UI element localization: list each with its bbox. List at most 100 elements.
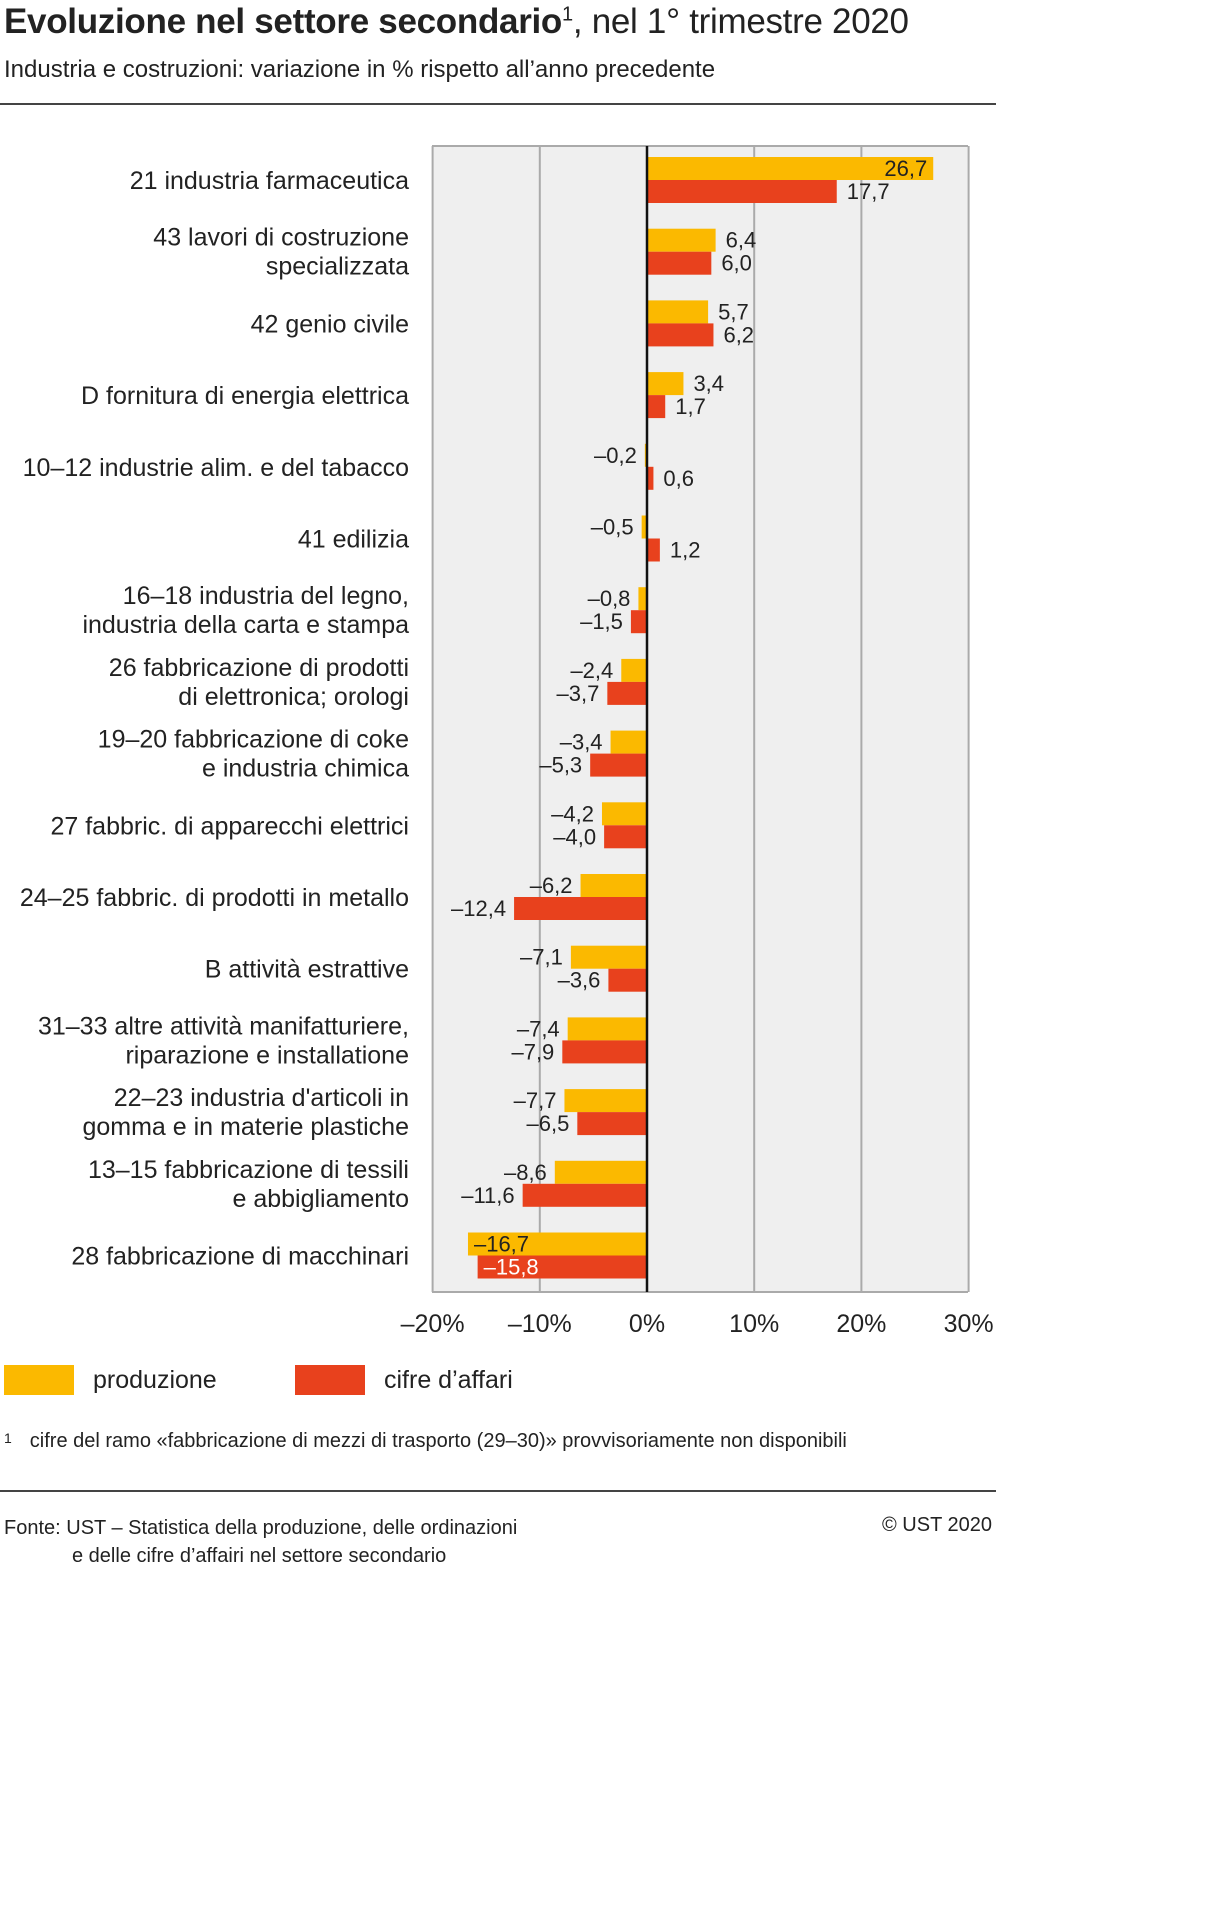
value-label: –3,7 xyxy=(557,681,600,706)
footnote-text: cifre del ramo «fabbricazione di mezzi d… xyxy=(29,1430,847,1452)
category-label: B attività estrattive xyxy=(205,956,409,984)
title-footnote-mark: 1 xyxy=(562,3,573,26)
category-label: 27 fabbric. di apparecchi elettrici xyxy=(50,812,409,840)
legend-swatch-cifre xyxy=(295,1365,365,1395)
value-label: 26,7 xyxy=(884,156,927,181)
legend-swatch-produzione xyxy=(4,1365,74,1395)
bar-cifre xyxy=(590,753,647,777)
category-label: industria della carta e stampa xyxy=(82,611,409,639)
value-label: 17,7 xyxy=(847,179,890,204)
bar-cifre xyxy=(647,323,714,347)
legend-cifre: cifre d’affari xyxy=(295,1364,513,1396)
category-label: 41 edilizia xyxy=(298,526,409,554)
bar-produzione xyxy=(467,1232,647,1256)
bar-cifre xyxy=(647,251,712,275)
value-label: –11,6 xyxy=(461,1183,514,1208)
value-label: –8,6 xyxy=(504,1160,547,1185)
value-label: –0,8 xyxy=(588,586,631,611)
value-label: –6,2 xyxy=(530,873,573,898)
value-label: –16,7 xyxy=(474,1232,529,1257)
value-label: –1,5 xyxy=(580,609,623,634)
bar-cifre xyxy=(522,1183,647,1207)
category-label: 24–25 fabbric. di prodotti in metallo xyxy=(20,884,409,912)
x-tick-label: 10% xyxy=(729,1310,779,1338)
category-label: 19–20 fabbricazione di coke xyxy=(98,726,409,754)
bar-cifre xyxy=(562,1040,647,1064)
category-label: 31–33 altre attività manifatturiere, xyxy=(38,1012,409,1040)
bar-produzione xyxy=(647,372,684,396)
value-label: –6,5 xyxy=(526,1111,569,1136)
source: Fonte: UST – Statistica della produzione… xyxy=(4,1514,517,1570)
bar-produzione xyxy=(554,1160,647,1184)
bar-produzione xyxy=(647,228,716,252)
x-tick-label: 20% xyxy=(836,1310,886,1338)
value-label: –0,2 xyxy=(594,443,637,468)
bar-cifre xyxy=(477,1255,647,1279)
legend-label-produzione: produzione xyxy=(93,1365,217,1394)
source-line-1: Fonte: UST – Statistica della produzione… xyxy=(4,1517,518,1539)
bar-chart: –20% –10% 0% 10% 20% 30% 21 industria farmaceu… xyxy=(20,145,994,1338)
bottom-rule xyxy=(0,1490,996,1492)
category-label: 28 fabbricazione di macchinari xyxy=(71,1243,409,1271)
bar-cifre xyxy=(577,1112,647,1136)
category-label: riparazione e installatione xyxy=(125,1041,409,1069)
category-label: di elettronica; orologi xyxy=(178,683,409,711)
bar-produzione xyxy=(647,157,934,180)
bar-produzione xyxy=(638,587,647,611)
category-label: 10–12 industrie alim. e del tabacco xyxy=(23,454,409,482)
value-label: 6,4 xyxy=(726,228,757,253)
copyright: © UST 2020 xyxy=(882,1514,992,1536)
x-tick-label: 0% xyxy=(629,1310,665,1338)
value-label: –7,1 xyxy=(520,945,563,970)
source-line-2: e delle cifre d’affairi nel settore seco… xyxy=(72,1545,447,1567)
legend-produzione: produzione xyxy=(4,1364,217,1396)
category-label: 26 fabbricazione di prodotti xyxy=(109,654,409,682)
value-label: 1,2 xyxy=(670,538,701,563)
bar-cifre xyxy=(647,180,837,203)
value-label: –12,4 xyxy=(451,896,506,921)
bar-cifre xyxy=(647,466,654,490)
bar-produzione xyxy=(580,874,647,897)
value-label: 5,7 xyxy=(718,299,749,324)
value-label: –3,6 xyxy=(558,968,601,993)
legend-label-cifre: cifre d’affari xyxy=(384,1365,513,1394)
bar-produzione xyxy=(641,515,647,539)
value-label: –5,3 xyxy=(539,753,582,778)
category-label: 16–18 industria del legno, xyxy=(123,582,409,610)
bar-produzione xyxy=(621,658,647,682)
bar-produzione xyxy=(610,730,647,754)
bar-cifre xyxy=(608,968,647,992)
chart-title: Evoluzione nel settore secondario1, nel … xyxy=(4,2,909,42)
category-label: gomma e in materie plastiche xyxy=(82,1113,409,1141)
category-label: D fornitura di energia elettrica xyxy=(81,382,409,410)
chart-title-rest: , nel 1° trimestre 2020 xyxy=(572,2,909,41)
bar-produzione xyxy=(647,300,709,324)
category-label: 42 genio civile xyxy=(251,310,409,338)
bar-cifre xyxy=(630,610,647,634)
category-label: 21 industria farmaceutica xyxy=(130,167,409,195)
bar-cifre xyxy=(514,897,647,920)
value-label: –4,0 xyxy=(553,824,596,849)
value-label: –2,4 xyxy=(570,658,613,683)
value-label: 6,0 xyxy=(721,251,752,276)
category-label: e industria chimica xyxy=(202,755,409,783)
bar-cifre xyxy=(647,395,666,419)
value-label: –7,7 xyxy=(514,1088,557,1113)
value-label: 0,6 xyxy=(663,466,694,491)
bar-cifre xyxy=(607,681,647,705)
footnote: 1 cifre del ramo «fabbricazione di mezzi … xyxy=(4,1430,847,1453)
bar-produzione xyxy=(564,1089,647,1113)
value-label: 3,4 xyxy=(693,371,724,396)
value-label: –4,2 xyxy=(551,801,594,826)
x-tick-label: –10% xyxy=(508,1310,572,1338)
category-label: 22–23 industria d'articoli in xyxy=(114,1084,409,1112)
category-label: 43 lavori di costruzione xyxy=(153,224,409,252)
value-label: –0,5 xyxy=(591,515,634,540)
value-label: 6,2 xyxy=(723,322,754,347)
bar-cifre xyxy=(647,538,660,562)
x-tick-label: –20% xyxy=(401,1310,465,1338)
x-tick-label: 30% xyxy=(944,1310,994,1338)
top-rule xyxy=(0,103,996,105)
bar-produzione xyxy=(570,945,647,969)
chart-title-bold: Evoluzione nel settore secondario xyxy=(4,2,563,41)
